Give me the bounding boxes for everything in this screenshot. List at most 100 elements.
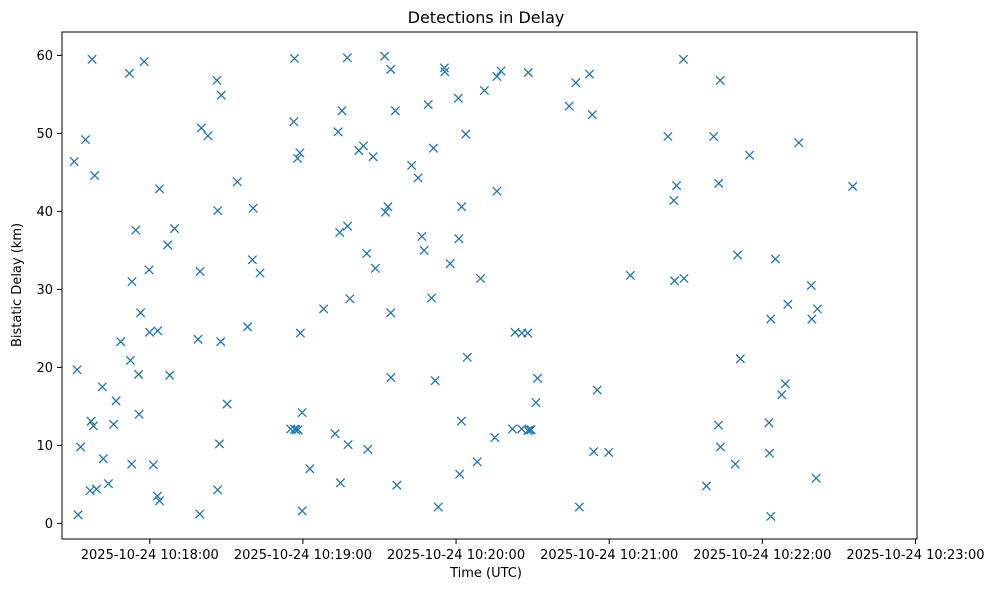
x-axis-label: Time (UTC)	[449, 566, 522, 581]
data-point	[292, 153, 303, 164]
data-point	[144, 265, 154, 275]
data-point	[212, 75, 222, 86]
data-point	[289, 53, 300, 64]
data-point	[453, 93, 464, 103]
data-point	[714, 178, 724, 188]
data-point	[386, 64, 396, 75]
data-point	[780, 379, 790, 389]
data-point	[195, 509, 205, 519]
data-point	[91, 484, 102, 494]
data-point	[134, 409, 144, 419]
data-point	[97, 382, 107, 392]
data-point	[490, 432, 500, 443]
data-point	[86, 416, 96, 426]
data-point	[783, 299, 793, 309]
data-point	[524, 425, 535, 435]
data-point	[196, 123, 207, 133]
data-point	[87, 54, 97, 64]
data-point	[73, 510, 83, 520]
data-point	[154, 496, 165, 506]
data-point	[475, 273, 486, 284]
data-point	[144, 327, 155, 337]
data-point	[289, 117, 299, 127]
data-point	[111, 396, 121, 406]
data-point	[135, 308, 146, 318]
y-axis-ticks: 0 10 20 30 40 50 60	[36, 49, 62, 532]
data-point	[526, 425, 536, 435]
data-point	[335, 227, 345, 238]
data-point	[807, 314, 817, 324]
data-point	[293, 425, 303, 435]
data-point	[671, 181, 682, 191]
data-point	[715, 75, 725, 86]
data-point	[213, 485, 223, 495]
data-point	[764, 448, 775, 458]
y-tick-label: 40	[36, 205, 53, 220]
data-point	[80, 134, 91, 145]
data-point	[379, 51, 390, 61]
data-point	[295, 328, 306, 338]
data-point	[380, 207, 391, 217]
data-point	[148, 460, 159, 470]
data-point	[368, 152, 378, 162]
data-point	[370, 263, 381, 273]
data-point	[669, 195, 679, 206]
data-point	[392, 480, 402, 490]
data-point	[770, 254, 781, 264]
data-point	[496, 66, 506, 76]
data-point	[571, 78, 581, 88]
data-point	[715, 442, 726, 452]
data-point	[479, 85, 490, 96]
data-point	[812, 304, 823, 314]
plot-frame	[61, 31, 918, 540]
data-point	[806, 280, 816, 291]
y-tick-label: 0	[45, 517, 53, 532]
data-point	[169, 223, 180, 234]
data-point	[133, 369, 144, 380]
data-point	[363, 444, 373, 454]
data-point	[848, 181, 858, 192]
x-tick-label: 2025-10-24 10:21:00	[540, 548, 678, 563]
data-point	[386, 308, 396, 318]
data-point	[713, 420, 724, 430]
data-point	[125, 355, 136, 366]
x-tick-label: 2025-10-24 10:20:00	[387, 548, 525, 563]
data-point	[406, 160, 417, 171]
data-point	[362, 248, 372, 259]
data-point	[390, 106, 400, 116]
data-point	[247, 255, 258, 265]
data-point	[433, 502, 443, 512]
data-point	[532, 373, 543, 383]
data-point	[242, 322, 253, 332]
data-point	[423, 99, 433, 110]
data-point	[152, 491, 163, 501]
data-point	[523, 328, 533, 338]
data-point	[72, 365, 82, 375]
data-point	[507, 424, 518, 434]
data-point	[127, 276, 137, 287]
data-point	[342, 53, 352, 63]
data-point	[216, 90, 226, 100]
data-point	[318, 304, 329, 314]
data-point	[335, 478, 346, 488]
data-point	[794, 138, 804, 148]
data-point	[108, 419, 119, 429]
data-point	[811, 473, 821, 483]
data-point	[255, 268, 265, 278]
data-point	[203, 131, 213, 141]
x-axis-ticks: 2025-10-24 10:18:00 2025-10-24 10:19:00 20…	[81, 539, 985, 563]
data-point	[730, 459, 740, 469]
data-point	[454, 234, 464, 244]
y-tick-label: 60	[36, 49, 53, 64]
data-point	[337, 106, 347, 116]
data-point	[297, 506, 307, 516]
x-tick-label: 2025-10-24 10:22:00	[693, 548, 831, 563]
y-axis-label: Bistatic Delay (km)	[10, 223, 25, 347]
data-point	[472, 457, 482, 467]
data-point	[69, 156, 79, 167]
data-point	[454, 469, 465, 479]
data-point	[445, 259, 455, 269]
data-point	[75, 442, 86, 452]
data-point	[342, 221, 353, 231]
